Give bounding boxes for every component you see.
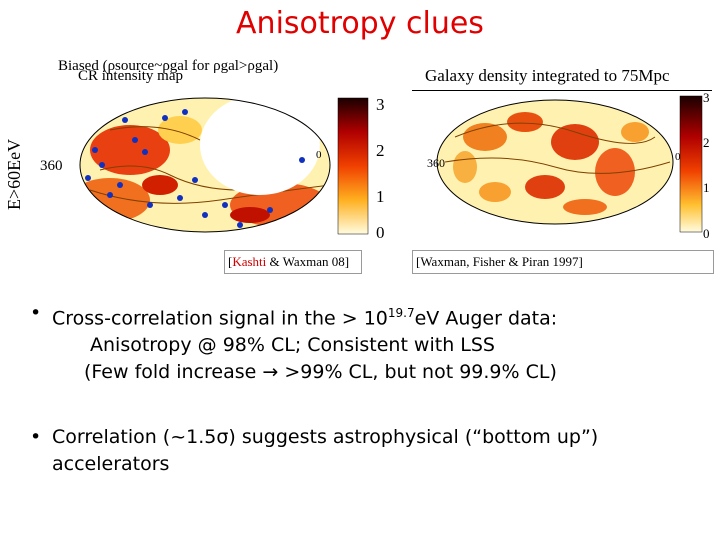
bullet-cross-correlation: • Cross-correlation signal in the > 1019… (30, 302, 558, 384)
right-cbar-tick-3: 3 (703, 92, 710, 105)
right-lon-360: 360 (427, 156, 445, 170)
right-cbar-tick-1: 1 (703, 180, 710, 195)
bullet-dot: • (30, 302, 42, 324)
right-cbar-tick-2: 2 (703, 135, 710, 150)
left-panel-energy-label: E>60EeV (4, 138, 24, 210)
caption-underline (412, 90, 712, 91)
right-reference-box (412, 250, 714, 274)
left-cbar-tick-0: 0 (376, 223, 385, 242)
left-cbar-tick-2: 2 (376, 141, 385, 160)
reference-author-link: Kashti (232, 254, 267, 269)
left-cbar-tick-3: 3 (376, 95, 385, 114)
right-lon-0: 0 (675, 151, 681, 163)
bullet-correlation: • Correlation (~1.5σ) suggests astrophys… (30, 426, 599, 476)
bullet-list: • Cross-correlation signal in the > 1019… (30, 300, 710, 478)
right-cbar-tick-0: 0 (703, 226, 710, 241)
right-panel-caption: Galaxy density integrated to 75Mpc (425, 66, 670, 85)
left-lon-0: 0 (316, 149, 322, 161)
left-reference: [Kashti & Waxman 08] (228, 254, 350, 269)
left-lon-360: 360 (40, 158, 63, 174)
slide-title: Anisotropy clues (236, 6, 484, 41)
left-cbar-tick-1: 1 (376, 187, 385, 206)
event-markers (85, 109, 305, 228)
left-panel-caption: Biased (ρsource~ρgal for ρgal>ρgal) (58, 58, 279, 74)
left-panel-subcaption: CR intensity map (78, 68, 183, 84)
bullet-dot: • (30, 426, 42, 449)
left-reference-box (224, 250, 362, 274)
right-reference: [Waxman, Fisher & Piran 1997] (416, 254, 583, 269)
right-sky-map: 360 0 3 2 1 0 (427, 92, 710, 241)
left-sky-map: 360 0 3 2 1 0 (40, 95, 385, 242)
